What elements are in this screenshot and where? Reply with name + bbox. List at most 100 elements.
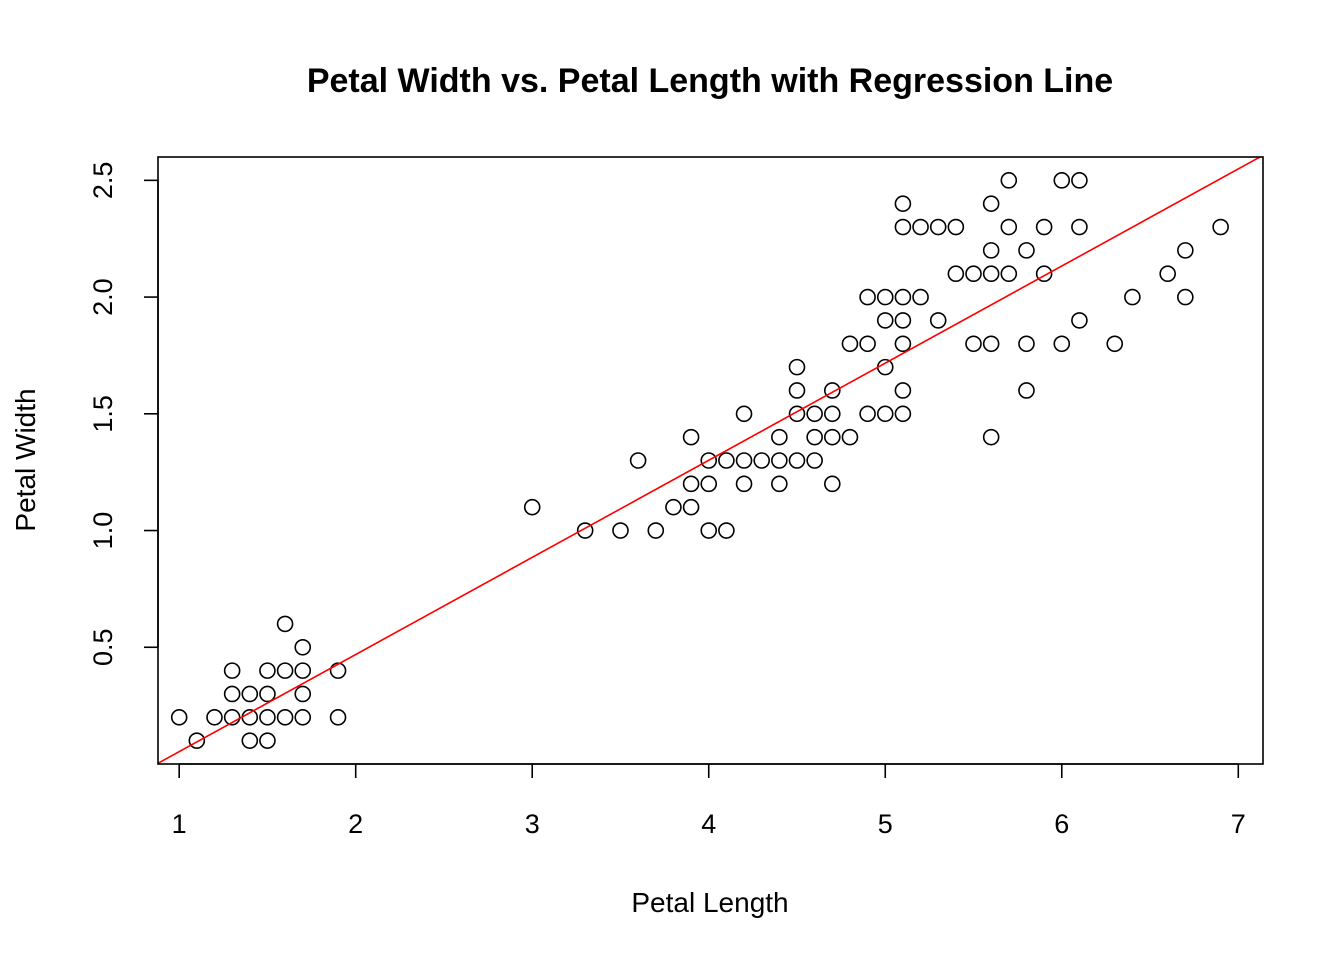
data-point: [576, 522, 594, 539]
data-point: [771, 452, 788, 469]
x-tick-label: 4: [701, 809, 716, 839]
y-axis-label: Petal Width: [10, 388, 41, 531]
data-point: [1071, 312, 1088, 329]
data-point: [771, 475, 788, 493]
data-point: [735, 475, 753, 493]
data-point: [700, 452, 718, 469]
data-point: [294, 638, 312, 656]
data-point: [647, 522, 665, 539]
data-point: [1000, 172, 1018, 189]
data-point: [894, 195, 912, 212]
chart-title: Petal Width vs. Petal Length with Regres…: [307, 62, 1113, 100]
data-point: [241, 685, 259, 703]
regression-line: [158, 157, 1262, 764]
data-point: [170, 709, 188, 726]
data-point: [1053, 335, 1071, 353]
data-point: [788, 382, 806, 399]
data-point: [894, 335, 912, 353]
data-point: [329, 709, 347, 726]
data-point: [806, 428, 823, 446]
data-point: [223, 685, 241, 703]
y-tick-label: 1.0: [88, 512, 118, 550]
data-point: [700, 475, 718, 493]
data-point: [823, 382, 841, 399]
x-tick-label: 7: [1231, 809, 1246, 839]
data-point: [1000, 218, 1018, 236]
data-point: [735, 452, 753, 469]
data-point: [912, 218, 929, 236]
data-point: [823, 475, 841, 493]
data-point: [859, 335, 876, 353]
data-points: [170, 172, 1229, 749]
data-point: [718, 452, 735, 469]
y-tick-label: 0.5: [88, 628, 118, 666]
data-point: [947, 218, 965, 236]
data-point: [753, 452, 770, 469]
data-point: [894, 405, 912, 423]
data-point: [259, 685, 276, 703]
data-point: [276, 709, 294, 726]
data-point: [1018, 242, 1035, 259]
data-point: [682, 498, 700, 516]
data-point: [1035, 218, 1053, 236]
data-point: [1106, 335, 1124, 353]
x-tick-label: 5: [878, 809, 893, 839]
data-point: [859, 288, 876, 306]
data-point: [1071, 218, 1088, 236]
data-point: [276, 662, 294, 679]
data-point: [329, 662, 347, 679]
x-tick-label: 1: [172, 809, 187, 839]
regression-line-group: [158, 157, 1262, 764]
data-point: [982, 242, 1000, 259]
x-tick-label: 3: [525, 809, 540, 839]
data-point: [982, 335, 1000, 353]
data-point: [259, 662, 276, 679]
data-point: [841, 335, 859, 353]
x-tick-label: 2: [348, 809, 363, 839]
data-point: [859, 405, 876, 423]
data-point: [876, 312, 894, 329]
data-point: [1018, 382, 1035, 399]
y-tick-label: 1.5: [88, 395, 118, 433]
data-point: [700, 522, 718, 539]
data-point: [929, 312, 947, 329]
data-point: [718, 522, 735, 539]
data-point: [665, 498, 682, 516]
data-point: [894, 312, 912, 329]
data-point: [771, 428, 788, 446]
x-axis-label: Petal Length: [631, 887, 788, 918]
y-tick-label: 2.0: [88, 278, 118, 316]
data-point: [1035, 265, 1053, 283]
data-point: [629, 452, 647, 469]
y-axis: 0.5 1.0 1.5 2.0 2.5: [88, 162, 159, 666]
data-point: [947, 265, 965, 283]
data-point: [982, 195, 1000, 212]
data-point: [788, 358, 806, 376]
data-point: [682, 428, 700, 446]
data-point: [788, 452, 806, 469]
data-point: [1177, 242, 1194, 259]
data-point: [965, 335, 982, 353]
data-point: [876, 358, 894, 376]
data-point: [223, 709, 241, 726]
data-point: [894, 382, 912, 399]
data-point: [876, 288, 894, 306]
data-point: [206, 709, 223, 726]
data-point: [982, 428, 1000, 446]
data-point: [823, 405, 841, 423]
x-tick-label: 6: [1054, 809, 1069, 839]
data-point: [894, 288, 912, 306]
data-point: [894, 218, 912, 236]
data-point: [1018, 335, 1035, 353]
y-tick-label: 2.5: [88, 162, 118, 200]
data-point: [735, 405, 753, 423]
data-point: [682, 475, 700, 493]
data-point: [1071, 172, 1088, 189]
data-point: [929, 218, 947, 236]
data-point: [876, 405, 894, 423]
data-point: [1212, 218, 1229, 236]
data-point: [965, 265, 982, 283]
x-axis: 1 2 3 4 5 6 7: [172, 763, 1246, 839]
data-point: [841, 428, 859, 446]
data-point: [912, 288, 929, 306]
